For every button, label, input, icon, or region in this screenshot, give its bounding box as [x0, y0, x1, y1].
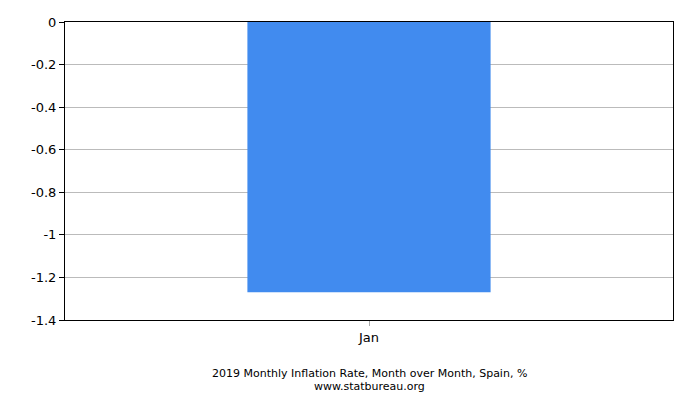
svg-text:-1.2: -1.2 [31, 270, 56, 285]
svg-text:-0.2: -0.2 [31, 57, 56, 72]
svg-text:2019 Monthly Inflation Rate, M: 2019 Monthly Inflation Rate, Month over … [212, 367, 527, 380]
svg-text:Jan: Jan [358, 330, 379, 345]
svg-text:-0.8: -0.8 [31, 185, 56, 200]
svg-text:-0.6: -0.6 [31, 142, 56, 157]
svg-text:0: 0 [48, 15, 56, 30]
svg-text:www.statbureau.org: www.statbureau.org [314, 380, 425, 393]
svg-text:-0.4: -0.4 [31, 100, 56, 115]
svg-text:-1: -1 [43, 227, 56, 242]
svg-text:-1.4: -1.4 [31, 313, 56, 328]
